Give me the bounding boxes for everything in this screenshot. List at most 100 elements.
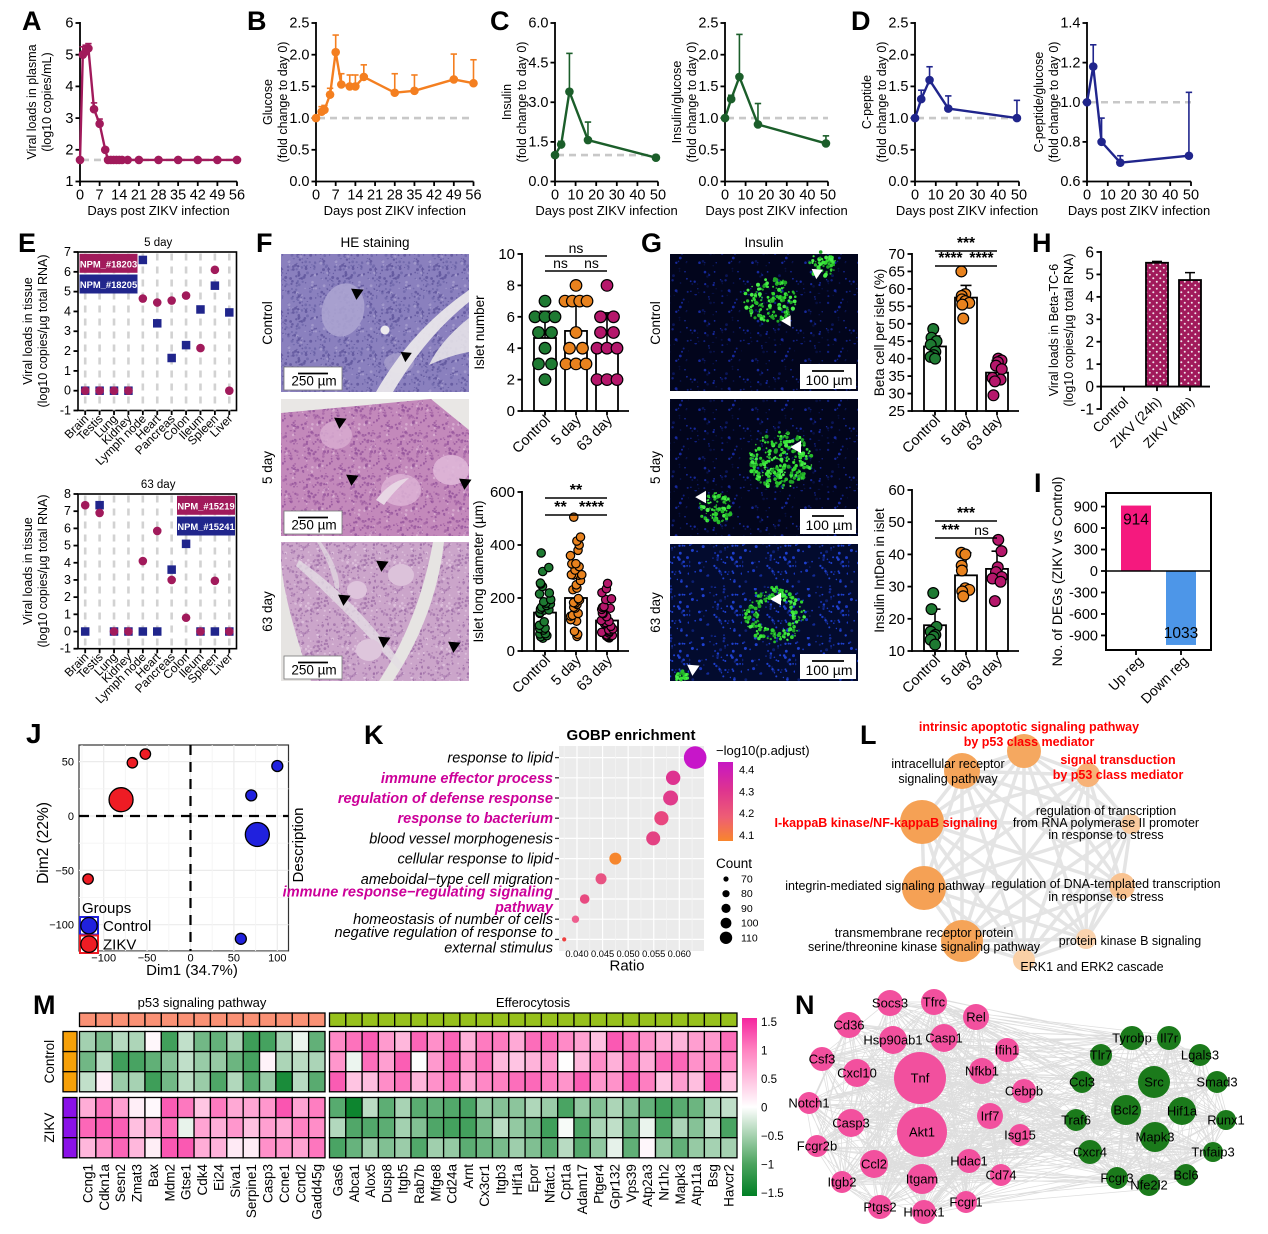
svg-text:Gtse1: Gtse1 xyxy=(179,1164,194,1200)
svg-text:1.5: 1.5 xyxy=(761,1017,777,1029)
svg-text:(log10 copies/µg total RNA): (log10 copies/µg total RNA) xyxy=(1062,253,1076,406)
svg-text:0.045: 0.045 xyxy=(591,949,614,959)
svg-text:A: A xyxy=(22,6,42,36)
svg-text:Src: Src xyxy=(1144,1075,1164,1090)
svg-text:Nr1h2: Nr1h2 xyxy=(656,1164,671,1201)
svg-text:63 day: 63 day xyxy=(260,591,275,632)
svg-text:80: 80 xyxy=(741,888,753,900)
svg-text:5: 5 xyxy=(64,285,71,299)
svg-text:−1.5: −1.5 xyxy=(761,1188,784,1200)
svg-text:L: L xyxy=(860,720,877,750)
svg-text:35: 35 xyxy=(170,188,186,204)
svg-text:2.0: 2.0 xyxy=(698,47,718,63)
svg-text:−0.5: −0.5 xyxy=(761,1131,784,1143)
svg-text:Viral loads in tissue: Viral loads in tissue xyxy=(21,277,35,385)
svg-text:0: 0 xyxy=(312,188,320,204)
svg-text:HE staining: HE staining xyxy=(340,235,409,250)
svg-text:1.5: 1.5 xyxy=(289,79,309,95)
svg-text:Control: Control xyxy=(42,1040,57,1084)
svg-text:14: 14 xyxy=(347,188,363,204)
svg-text:300: 300 xyxy=(1074,543,1098,559)
svg-text:2: 2 xyxy=(1085,334,1094,351)
svg-text:0: 0 xyxy=(187,953,193,965)
svg-text:3: 3 xyxy=(1085,312,1094,329)
svg-text:50: 50 xyxy=(62,757,74,769)
svg-text:0.060: 0.060 xyxy=(668,949,691,959)
svg-text:NPM_#18203: NPM_#18203 xyxy=(80,258,137,269)
svg-text:ZIKV: ZIKV xyxy=(103,937,136,954)
svg-text:1.5: 1.5 xyxy=(528,135,548,151)
svg-text:20: 20 xyxy=(1121,188,1137,204)
svg-text:0: 0 xyxy=(911,188,919,204)
svg-text:(log10 copies/µg total RNA): (log10 copies/µg total RNA) xyxy=(36,254,50,407)
svg-text:Tfrc: Tfrc xyxy=(923,995,946,1010)
svg-text:−log10(p.adjust): −log10(p.adjust) xyxy=(716,743,810,758)
svg-text:homeostasis of number of cells: homeostasis of number of cells xyxy=(353,912,553,928)
svg-text:20: 20 xyxy=(888,611,905,628)
svg-text:Mapk3: Mapk3 xyxy=(673,1164,688,1205)
svg-text:signal transduction: signal transduction xyxy=(1060,753,1175,767)
svg-text:Atp2a3: Atp2a3 xyxy=(640,1164,655,1207)
svg-text:pathway: pathway xyxy=(494,900,554,916)
svg-text:Nfatc1: Nfatc1 xyxy=(542,1164,557,1203)
svg-text:Casp3: Casp3 xyxy=(261,1164,276,1203)
svg-text:Days post ZIKV infection: Days post ZIKV infection xyxy=(896,203,1038,218)
svg-text:1: 1 xyxy=(761,1046,767,1058)
svg-text:K: K xyxy=(364,720,384,750)
svg-text:0.6: 0.6 xyxy=(1060,174,1080,190)
svg-text:Socs3: Socs3 xyxy=(872,996,908,1011)
svg-text:10: 10 xyxy=(738,188,754,204)
svg-text:1.5: 1.5 xyxy=(698,79,718,95)
svg-text:0.5: 0.5 xyxy=(698,143,718,159)
svg-text:6: 6 xyxy=(1085,244,1094,261)
svg-text:6: 6 xyxy=(64,265,71,279)
svg-text:4.1: 4.1 xyxy=(739,830,754,842)
svg-text:0.0: 0.0 xyxy=(888,174,908,190)
svg-text:0.8: 0.8 xyxy=(1060,135,1080,151)
svg-text:(fold change to day 0): (fold change to day 0) xyxy=(685,42,699,163)
svg-text:2.0: 2.0 xyxy=(888,47,908,63)
svg-text:***: *** xyxy=(957,505,976,522)
svg-text:(log10 copies/µg total RNA): (log10 copies/µg total RNA) xyxy=(36,494,50,647)
svg-text:30: 30 xyxy=(1141,188,1157,204)
svg-text:regulation of defense response: regulation of defense response xyxy=(338,791,553,807)
svg-text:40: 40 xyxy=(629,188,645,204)
svg-text:Atp11a: Atp11a xyxy=(689,1164,704,1206)
svg-text:-600: -600 xyxy=(1069,607,1098,623)
svg-text:−100: −100 xyxy=(91,953,116,965)
svg-text:40: 40 xyxy=(799,188,815,204)
svg-text:1.4: 1.4 xyxy=(1060,16,1080,32)
svg-text:****: **** xyxy=(938,250,963,267)
svg-text:I: I xyxy=(1034,468,1042,498)
svg-text:250 µm: 250 µm xyxy=(291,663,336,678)
svg-text:Ccne1: Ccne1 xyxy=(277,1164,292,1203)
svg-text:50: 50 xyxy=(650,188,666,204)
svg-text:-1: -1 xyxy=(60,404,71,418)
svg-text:0: 0 xyxy=(507,643,515,660)
svg-text:60: 60 xyxy=(888,281,905,298)
svg-text:Control: Control xyxy=(260,301,275,345)
svg-text:Control: Control xyxy=(648,301,663,345)
svg-text:C-peptide/glucose: C-peptide/glucose xyxy=(1032,52,1046,153)
svg-text:1033: 1033 xyxy=(1164,625,1198,642)
svg-text:Hif1a: Hif1a xyxy=(510,1163,525,1195)
svg-text:600: 600 xyxy=(1074,521,1098,537)
svg-text:C-peptide: C-peptide xyxy=(860,75,874,129)
svg-text:70: 70 xyxy=(888,246,905,263)
svg-text:10: 10 xyxy=(928,188,944,204)
svg-text:immune response−regulating sig: immune response−regulating signaling xyxy=(283,885,553,901)
svg-text:C: C xyxy=(490,6,510,36)
svg-text:45: 45 xyxy=(888,333,905,350)
svg-text:serine/threonine kinase signal: serine/threonine kinase signaling pathwa… xyxy=(808,940,1041,954)
svg-text:60: 60 xyxy=(888,482,905,499)
svg-text:2.0: 2.0 xyxy=(289,47,309,63)
svg-text:1.0: 1.0 xyxy=(888,111,908,127)
svg-text:400: 400 xyxy=(490,537,515,554)
svg-text:42: 42 xyxy=(190,188,206,204)
svg-text:50: 50 xyxy=(888,514,905,531)
svg-text:Viral loads in tissue: Viral loads in tissue xyxy=(21,517,35,625)
svg-text:Bax: Bax xyxy=(146,1164,161,1188)
svg-text:Casp3: Casp3 xyxy=(832,1116,870,1131)
svg-text:35: 35 xyxy=(888,368,905,385)
svg-text:****: **** xyxy=(579,499,605,516)
